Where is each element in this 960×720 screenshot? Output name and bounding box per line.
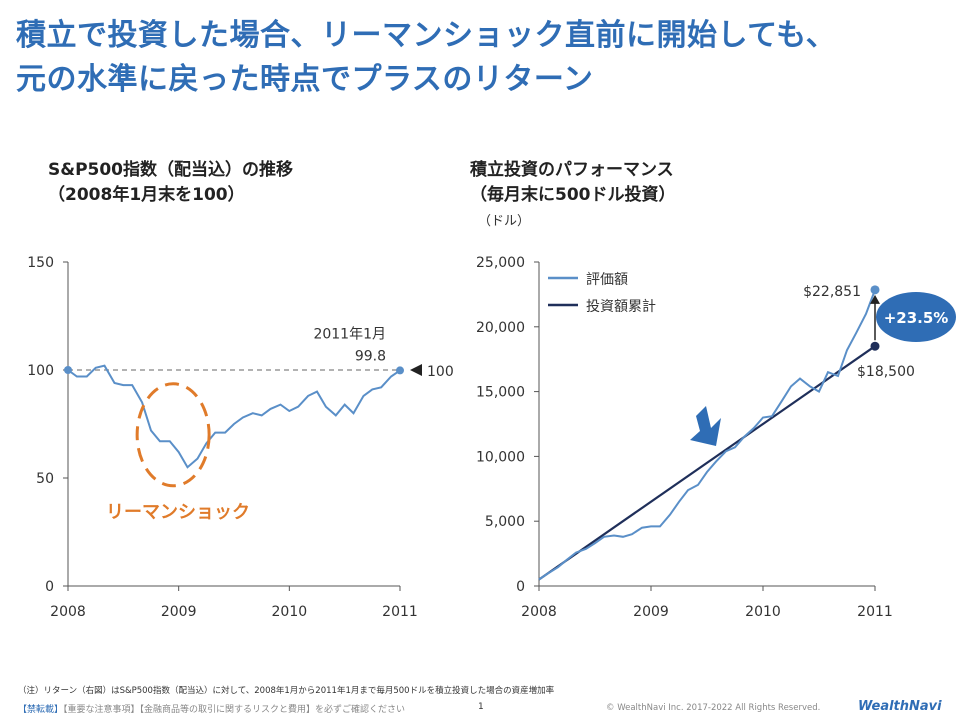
end-date-label: 2011年1月: [313, 326, 386, 342]
lehman-highlight-circle: [135, 382, 211, 488]
right-y-tick-label: 0: [516, 579, 525, 595]
right-y-tick-label: 20,000: [476, 320, 525, 336]
legend-cost-label: 投資額累計: [586, 299, 656, 315]
footnote: （注）リターン（右図）はS&P500指数（配当込）に対して、2008年1月から2…: [18, 686, 555, 696]
value-series-line: [538, 289, 876, 581]
left-x-tick-label: 2010: [272, 604, 308, 620]
cost-series-line: [538, 345, 876, 581]
left-y-tick-label: 150: [27, 255, 54, 271]
left-x-tick-label: 2011: [382, 604, 418, 620]
return-badge: [876, 292, 956, 342]
left-chart-title: S&P500指数（配当込）の推移 （2008年1月末を100）: [48, 158, 293, 208]
headline-line-1: 積立で投資した場合、リーマンショック直前に開始しても、: [16, 18, 837, 53]
left-chart-title-line-1: S&P500指数（配当込）の推移: [48, 160, 294, 180]
final-cost-label: $18,500: [857, 364, 915, 380]
left-y-tick-label: 50: [36, 471, 54, 487]
left-chart-title-line-2: （2008年1月末を100）: [48, 185, 245, 205]
right-x-tick-label: 2011: [857, 604, 893, 620]
final-value-label: $22,851: [803, 284, 861, 300]
left-y-tick-label: 0: [45, 579, 54, 595]
sp500-series-line: [67, 364, 401, 469]
right-chart-unit: （ドル）: [478, 214, 531, 229]
reference-label: 100: [427, 364, 454, 380]
disclaimer-link[interactable]: 【重要な注意事項】【金融商品等の取引に関するリスクと費用】を必ずご確認ください: [63, 705, 406, 715]
gain-arrow-head-icon: [870, 294, 880, 304]
brand-logo: WealthNavi: [858, 699, 942, 714]
end-value-label: 99.8: [355, 348, 386, 364]
disclaimer: 【禁転載】【重要な注意事項】【金融商品等の取引に関するリスクと費用】を必ずご確認…: [18, 702, 405, 715]
right-y-tick-label: 10,000: [476, 449, 525, 465]
disclaimer-lead: 【禁転載】: [18, 705, 64, 715]
right-chart-title: 積立投資のパフォーマンス （毎月末に500ドル投資）: [470, 158, 676, 208]
right-y-tick-label: 15,000: [476, 385, 525, 401]
left-x-tick-label: 2008: [50, 604, 86, 620]
right-x-tick-label: 2010: [745, 604, 781, 620]
footer: 【禁転載】【重要な注意事項】【金融商品等の取引に関するリスクと費用】を必ずご確認…: [0, 698, 960, 720]
legend-value-label: 評価額: [586, 272, 628, 288]
right-x-tick-label: 2008: [521, 604, 557, 620]
cost-end-point: [870, 341, 880, 351]
right-y-tick-label: 5,000: [485, 514, 525, 530]
left-y-tick-label: 100: [27, 363, 54, 379]
reference-marker-icon: [410, 364, 422, 376]
right-chart-title-line-2: （毎月末に500ドル投資）: [470, 185, 676, 205]
right-x-tick-label: 2009: [633, 604, 669, 620]
return-badge-label: +23.5%: [884, 309, 949, 327]
crossover-pointer-arrow-icon: [690, 406, 721, 446]
copyright: © WealthNavi Inc. 2017-2022 All Rights R…: [606, 703, 821, 713]
value-end-point: [870, 285, 880, 295]
lehman-label: リーマンショック: [106, 502, 250, 523]
page-number: 1: [478, 702, 484, 712]
sp500-end-point: [396, 366, 404, 375]
left-x-tick-label: 2009: [161, 604, 197, 620]
headline: 積立で投資した場合、リーマンショック直前に開始しても、 元の水準に戻った時点でプ…: [16, 14, 946, 102]
right-chart-title-line-1: 積立投資のパフォーマンス: [470, 160, 674, 180]
right-y-tick-label: 25,000: [476, 255, 525, 271]
sp500-start-point: [64, 366, 72, 374]
headline-line-2: 元の水準に戻った時点でプラスのリターン: [16, 62, 594, 97]
